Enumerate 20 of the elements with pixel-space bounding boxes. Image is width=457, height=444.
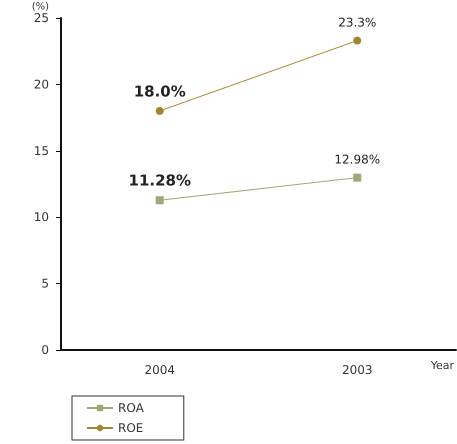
y-tick-label: 25 (34, 11, 49, 25)
y-tick-label: 20 (34, 77, 49, 92)
y-tick-label: 10 (34, 210, 49, 224)
y-axis-title: (%) (32, 2, 50, 13)
point (353, 36, 362, 45)
data-label: 18.0% (134, 82, 186, 100)
point (353, 174, 362, 182)
x-tick-label: 2003 (342, 363, 373, 377)
x-axis-title: Year (430, 359, 454, 372)
data-label: 11.28% (128, 172, 191, 190)
point (156, 106, 164, 115)
x-tick-label: 2004 (144, 363, 176, 377)
y-tick-label: 0 (41, 343, 49, 357)
y-tick-label: 15 (34, 144, 49, 158)
data-label: 12.98% (334, 152, 380, 167)
data-label: 23.3% (338, 16, 376, 30)
legend-label: ROA (118, 401, 145, 415)
y-tick-label: 5 (41, 276, 49, 291)
point (156, 196, 164, 204)
legend-label: ROE (118, 421, 144, 435)
